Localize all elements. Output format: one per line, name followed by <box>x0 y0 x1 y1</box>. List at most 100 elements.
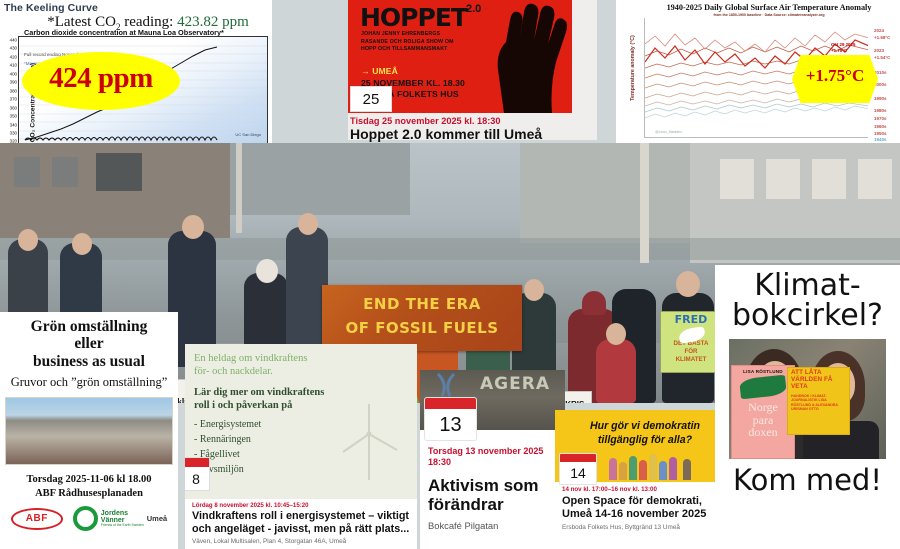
book-cover-norge-paradoxen: LISA RÖSTLUND Norge para doxen <box>731 365 795 459</box>
dem-title: Open Space för demokrati, Umeå 14-16 nov… <box>562 495 707 521</box>
keeling-ytick: 420 <box>9 54 17 60</box>
akt-meta: Torsdag 13 november 2025 18:30 <box>428 446 544 468</box>
hoppet-date-line: Tisdag 25 november 2025 kl. 18:30 <box>350 116 501 126</box>
banner-line-1: END THE ERA <box>363 295 481 313</box>
keeling-ytick: 320 <box>9 138 17 144</box>
keeling-ytick: 430 <box>9 45 17 51</box>
demokrati-banner: Hur gör vi demokratin tillgänglig för al… <box>555 410 735 485</box>
hoppet-datetime: 25 NOVEMBER KL. 18.30 <box>361 77 465 88</box>
gron-subtitle: Gruvor och ”grön omställning” <box>10 375 168 390</box>
akt-title: Aktivism som förändrar <box>428 475 539 514</box>
keeling-ytick: 340 <box>9 122 17 128</box>
temp-legend-item: 1960s <box>874 124 887 129</box>
temp-legend-item: 1970s <box>874 116 887 121</box>
keeling-ytick: 370 <box>9 96 17 102</box>
card-aktivism[interactable]: AGERA 13 Torsdag 13 november 2025 18:30 … <box>420 370 565 549</box>
gron-logos: ABF Jordens Vänner Friends of the Earth … <box>0 506 178 532</box>
temp-legend-item: 2024 <box>874 28 885 33</box>
hoppet-headline[interactable]: Hoppet 2.0 kommer till Umeå <box>350 126 543 142</box>
temp-highlight-blob <box>792 55 878 103</box>
keeling-credit-left: UC San Diego <box>235 132 261 137</box>
ring-icon <box>72 506 98 532</box>
keeling-highlight-blob <box>22 52 180 110</box>
dem-date-badge: 14 <box>559 453 597 485</box>
keeling-plot-title: Carbon dioxide concentration at Mauna Lo… <box>24 28 224 37</box>
green-flag-icon <box>739 374 787 400</box>
hand-silhouette-icon <box>497 3 567 113</box>
card-demokrati[interactable]: Hur gör vi demokratin tillgänglig för al… <box>555 410 735 549</box>
temp-legend-item: +1.68°C <box>874 35 891 40</box>
keeling-ytick: 360 <box>9 105 17 111</box>
abf-logo: ABF <box>10 507 63 530</box>
keeling-latest-reading: *Latest CO2 reading: 423.82 ppm <box>26 14 270 32</box>
vind-date-badge: 8 <box>185 457 210 491</box>
temp-y-axis-label: Temperature anomaly (°C) <box>630 35 636 101</box>
temp-legend-item: 1940s <box>874 137 887 142</box>
temp-legend-item: 1980s <box>874 108 887 113</box>
sign-end-the-era-of-fossil-fuels: END THE ERA OF FOSSIL FUELS <box>322 285 522 351</box>
dem-day-number: 14 <box>570 465 586 481</box>
fred-subtitle: DET BÄSTA FÖR KLIMATET <box>673 340 709 363</box>
keeling-ytick: 330 <box>9 130 17 136</box>
dem-meta: 14 nov kl. 17:00–16 nov kl. 13:00 <box>562 486 657 493</box>
hoppet-venue: UMEÅ FOLKETS HUS <box>368 89 459 100</box>
keeling-ytick: 350 <box>9 113 17 119</box>
fred-title: FRED <box>674 313 708 326</box>
keeling-curve-heading: The Keeling Curve <box>4 2 98 14</box>
keeling-ytick: 390 <box>9 79 17 85</box>
vind-meta: Lördag 8 november 2025 kl. 10:45–15:20 <box>192 502 309 510</box>
temp-chart-subtitle: from the 1850-1900 baseline · Data Sourc… <box>713 13 825 17</box>
hoppet-date-badge: 25 <box>350 86 392 112</box>
vind-footer: Lördag 8 november 2025 kl. 10:45–15:20 V… <box>185 499 417 549</box>
hoppet-version-badge: 2.0 <box>466 3 482 15</box>
bok-footer: Kom med! <box>733 463 882 497</box>
bok-photo: LISA RÖSTLUND Norge para doxen ATT LÅTA … <box>729 339 886 459</box>
keeling-credits: UC San Diego <box>235 132 261 137</box>
gron-photo <box>5 397 173 466</box>
hoppet-day-number: 25 <box>362 91 380 108</box>
akt-body: Torsdag 13 november 2025 18:30 Aktivism … <box>420 430 565 531</box>
vind-intro: En heldag om vindkraftens för- och nackd… <box>194 353 308 378</box>
graffiti-text: AGERA <box>480 374 550 394</box>
vind-location: Väven, Lokal Multisalen, Plan 4, Storgat… <box>192 538 347 545</box>
keeling-record-note: Full record ending November 5, 2025 <box>24 52 100 57</box>
temp-legend-item: 1990s <box>874 96 887 101</box>
keeling-latest-prefix: *Latest CO <box>47 14 116 30</box>
temp-legend-item: 2010s <box>874 70 887 75</box>
gron-title: Grön omställning eller business as usual <box>30 318 148 370</box>
hoppet-event-card[interactable]: HOPPET 2.0 JOHAN JENNY EHRENBERGS RASAND… <box>348 0 597 142</box>
gron-when: Torsdag 2025-11-06 kl 18.00 ABF Rådhuses… <box>26 474 152 499</box>
keeling-ytick: 380 <box>9 88 17 94</box>
keeling-ytick: 440 <box>9 37 17 43</box>
keeling-co2-subscript: 2 <box>115 22 121 32</box>
akt-date-badge: 13 <box>424 397 477 441</box>
jv-city: Umeå <box>146 514 168 524</box>
card-vindkraft[interactable]: En heldag om vindkraftens för- och nackd… <box>185 344 417 549</box>
akt-day-number: 13 <box>439 414 462 436</box>
temp-highlight-text: +1.75°C <box>805 66 865 85</box>
temp-legend-item: 2023 <box>874 48 885 53</box>
wind-turbine-icon <box>342 404 398 480</box>
temp-author-handle: @Leon_Madden <box>655 130 682 134</box>
keeling-ytick: 400 <box>9 71 17 77</box>
card-klimat-bokcirkel[interactable]: Klimat- bokcirkel? LISA RÖSTLUND Norge p… <box>715 265 900 549</box>
card-gron-omstallning[interactable]: Grön omställning eller business as usual… <box>0 312 178 549</box>
hoppet-logo: HOPPET <box>360 3 468 32</box>
banner-line-2: OF FOSSIL FUELS <box>345 319 499 337</box>
dem-body: 14 nov kl. 17:00–16 nov kl. 13:00 Open S… <box>555 482 735 531</box>
date-badge-bar <box>425 398 476 409</box>
vind-bullets: - Energisystemet - Rennäringen - Fågelli… <box>194 418 262 475</box>
keeling-latest-mid: reading: <box>120 14 178 30</box>
vind-lead: Lär dig mer om vindkraftens roll i och p… <box>194 386 325 412</box>
temp-point-annotation: Oct 29 2025 +1.75°C <box>831 42 856 53</box>
date-badge-bar <box>560 454 596 462</box>
temp-legend-item: +1.54°C <box>874 55 891 60</box>
hoppet-poster: HOPPET 2.0 JOHAN JENNY EHRENBERGS RASAND… <box>348 0 572 113</box>
akt-location: Bokcafé Pilgatan <box>428 519 499 531</box>
demokrati-question: Hur gör vi demokratin tillgänglig för al… <box>589 420 701 446</box>
dem-location: Ersboda Folkets Hus, Byttgränd 13 Umeå <box>562 524 680 532</box>
graffiti-figure-icon <box>436 372 456 397</box>
vind-day-number: 8 <box>192 471 200 487</box>
jordens-vanner-logo: Jordens Vänner Friends of the Earth Swed… <box>72 506 168 532</box>
